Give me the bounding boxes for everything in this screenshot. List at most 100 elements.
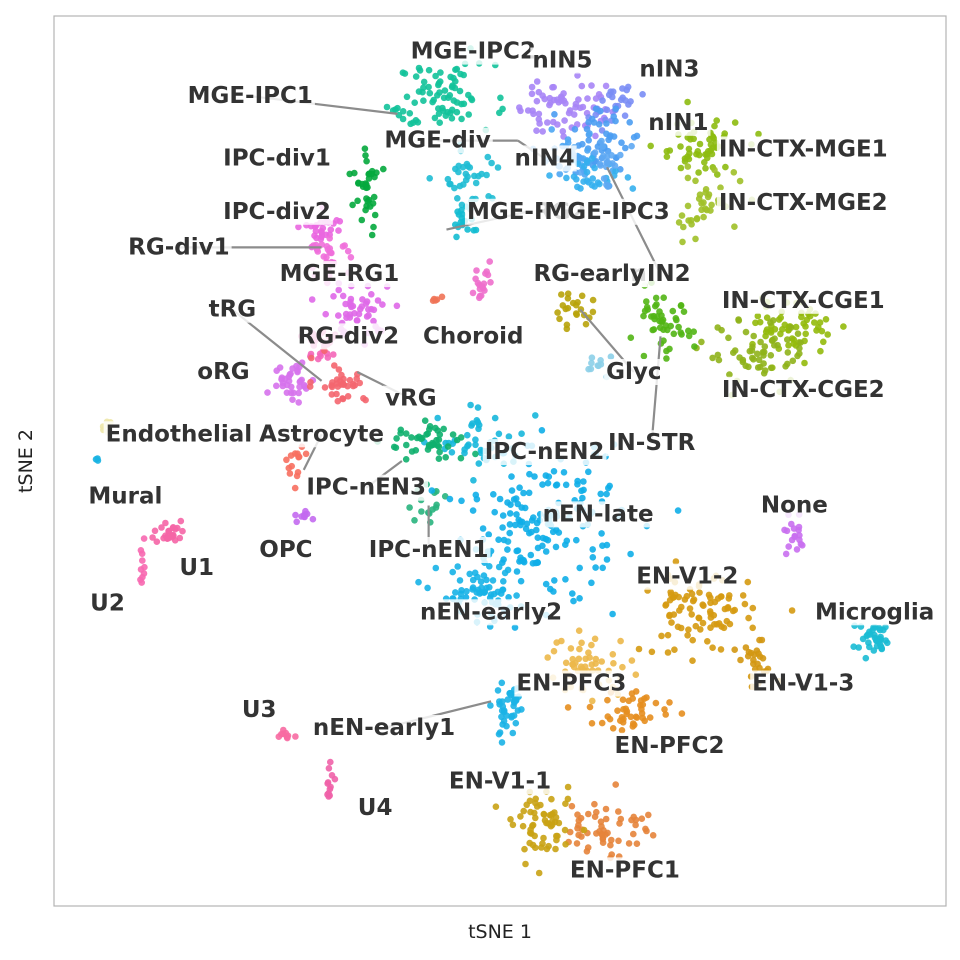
data-point (882, 623, 889, 631)
data-point (283, 389, 291, 397)
data-point (548, 810, 556, 818)
data-point (498, 713, 505, 721)
data-point (344, 382, 351, 390)
data-point (564, 304, 572, 312)
data-point (653, 313, 661, 320)
label-group-endothelial: Endothelial (103, 421, 255, 448)
data-point (822, 316, 830, 323)
data-point (567, 645, 575, 652)
data-point (363, 313, 371, 320)
data-point (702, 165, 709, 172)
label-group-en-pfc2: EN-PFC2 (612, 732, 727, 759)
data-point (522, 860, 529, 868)
data-point (756, 318, 764, 326)
data-point (652, 294, 660, 302)
data-point (469, 420, 476, 427)
data-point (483, 171, 490, 179)
data-point (464, 431, 471, 439)
data-point (287, 370, 294, 378)
cluster-label-nen-early2: nEN-early2 (420, 599, 562, 625)
data-point (563, 174, 570, 182)
data-point (646, 714, 654, 721)
data-point (291, 484, 299, 492)
data-point (664, 649, 672, 656)
data-point (556, 315, 563, 323)
data-point (671, 646, 678, 653)
data-point (402, 456, 410, 463)
data-point (599, 839, 607, 846)
data-point (700, 602, 707, 609)
data-point (767, 352, 775, 359)
data-point (437, 69, 444, 76)
data-point (488, 159, 495, 167)
data-point (660, 337, 667, 345)
data-point (330, 351, 337, 358)
data-point (662, 602, 669, 609)
cluster-label-in-str: IN-STR (608, 430, 696, 456)
data-point (749, 604, 757, 612)
label-group-ipc-div2: IPC-div2 (221, 198, 333, 225)
data-point (560, 90, 567, 97)
data-point (561, 826, 569, 834)
data-point (707, 599, 714, 607)
label-group-rg-div1: RG-div1 (126, 234, 232, 261)
data-point (408, 434, 415, 441)
label-group-u3: U3 (239, 697, 279, 724)
data-point (528, 90, 536, 98)
data-point (508, 473, 515, 480)
data-point (453, 65, 461, 73)
label-background (355, 795, 395, 822)
data-point (371, 173, 378, 181)
cluster-label-ipc-nen1: IPC-nEN1 (369, 537, 489, 563)
data-point (412, 73, 420, 80)
data-point (499, 524, 506, 531)
data-point (292, 511, 299, 519)
data-point (598, 530, 605, 537)
data-point (548, 821, 556, 829)
data-point (431, 114, 439, 122)
label-group-in-ctx-cge2: IN-CTX-CGE2 (719, 376, 887, 403)
label-background (420, 323, 526, 350)
data-point (672, 558, 680, 565)
data-point (576, 595, 583, 602)
data-point (344, 393, 352, 400)
label-group-mural: Mural (86, 483, 165, 510)
data-point (425, 66, 433, 74)
data-point (433, 296, 441, 303)
cluster-label-org: oRG (197, 359, 249, 385)
data-point (592, 105, 600, 113)
data-point (679, 238, 686, 246)
data-point (415, 88, 423, 95)
data-point (532, 795, 539, 803)
label-group-astrocyte: Astrocyte (257, 421, 387, 448)
data-point (481, 588, 489, 596)
label-group-opc: OPC (257, 537, 315, 563)
data-point (690, 596, 698, 603)
data-point (370, 317, 377, 325)
data-point (365, 306, 372, 313)
data-point (578, 639, 585, 647)
data-point (618, 139, 625, 146)
data-point (645, 811, 652, 819)
data-point (140, 535, 148, 542)
data-point (577, 169, 584, 176)
data-point (761, 367, 769, 374)
data-point (500, 708, 508, 716)
data-point (737, 656, 744, 664)
cluster-label-rg-div2: RG-div2 (298, 323, 399, 349)
data-point (513, 592, 520, 599)
data-point (295, 389, 303, 397)
cluster-vrg-points (306, 347, 369, 405)
data-point (483, 576, 490, 584)
label-group-u1: U1 (177, 554, 217, 581)
label-background (382, 127, 493, 154)
data-point (680, 308, 688, 316)
data-point (364, 184, 371, 191)
data-point (428, 487, 436, 494)
data-point (720, 624, 728, 632)
data-point (610, 660, 617, 667)
data-point (736, 177, 744, 185)
data-point (550, 647, 558, 655)
cluster-nin2-points (577, 137, 635, 190)
data-point (597, 357, 604, 364)
